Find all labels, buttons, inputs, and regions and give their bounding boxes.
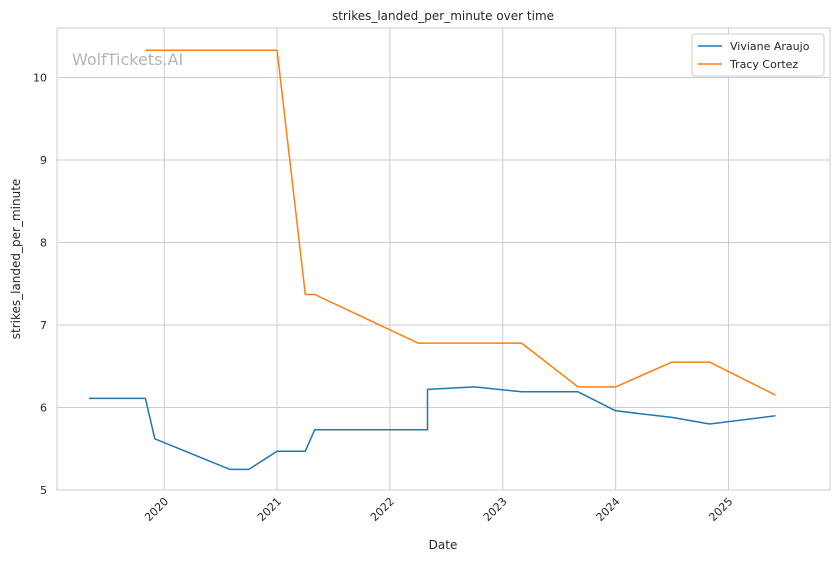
y-tick-label: 10 xyxy=(33,72,47,85)
legend: Viviane Araujo Tracy Cortez xyxy=(691,33,825,77)
x-axis-label: Date xyxy=(429,538,458,552)
y-tick-label: 9 xyxy=(40,154,47,167)
y-axis-ticks: 5 6 7 8 9 10 xyxy=(33,72,47,498)
watermark-text: WolfTickets.AI xyxy=(72,50,183,69)
legend-label: Viviane Araujo xyxy=(730,40,810,53)
y-axis-label: strikes_landed_per_minute xyxy=(9,179,23,340)
y-tick-label: 6 xyxy=(40,402,47,415)
chart-title: strikes_landed_per_minute over time xyxy=(332,9,554,23)
y-tick-label: 7 xyxy=(40,319,47,332)
series-line xyxy=(89,386,776,471)
plot-frame xyxy=(56,27,831,491)
grid-lines xyxy=(57,28,830,491)
series-lines xyxy=(89,49,776,471)
y-tick-label: 5 xyxy=(40,484,47,497)
legend-box xyxy=(691,33,825,77)
series-line xyxy=(145,49,776,396)
y-tick-label: 8 xyxy=(40,237,47,250)
legend-label: Tracy Cortez xyxy=(729,58,798,71)
